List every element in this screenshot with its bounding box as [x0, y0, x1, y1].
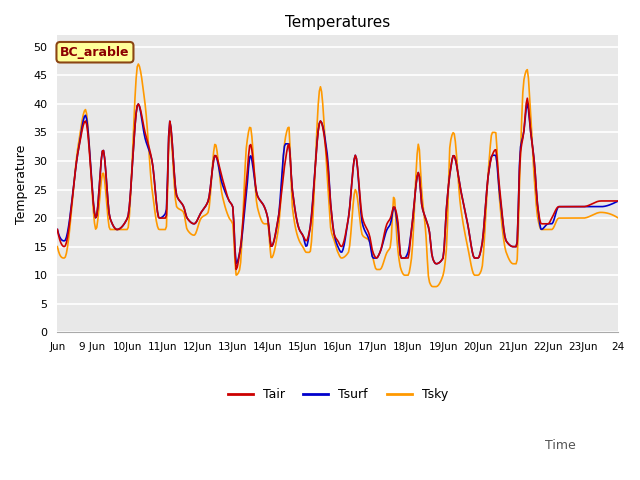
Y-axis label: Temperature: Temperature	[15, 144, 28, 224]
Text: BC_arable: BC_arable	[60, 46, 130, 59]
Title: Temperatures: Temperatures	[285, 15, 390, 30]
Text: Time: Time	[545, 439, 576, 452]
Legend: Tair, Tsurf, Tsky: Tair, Tsurf, Tsky	[223, 383, 453, 406]
